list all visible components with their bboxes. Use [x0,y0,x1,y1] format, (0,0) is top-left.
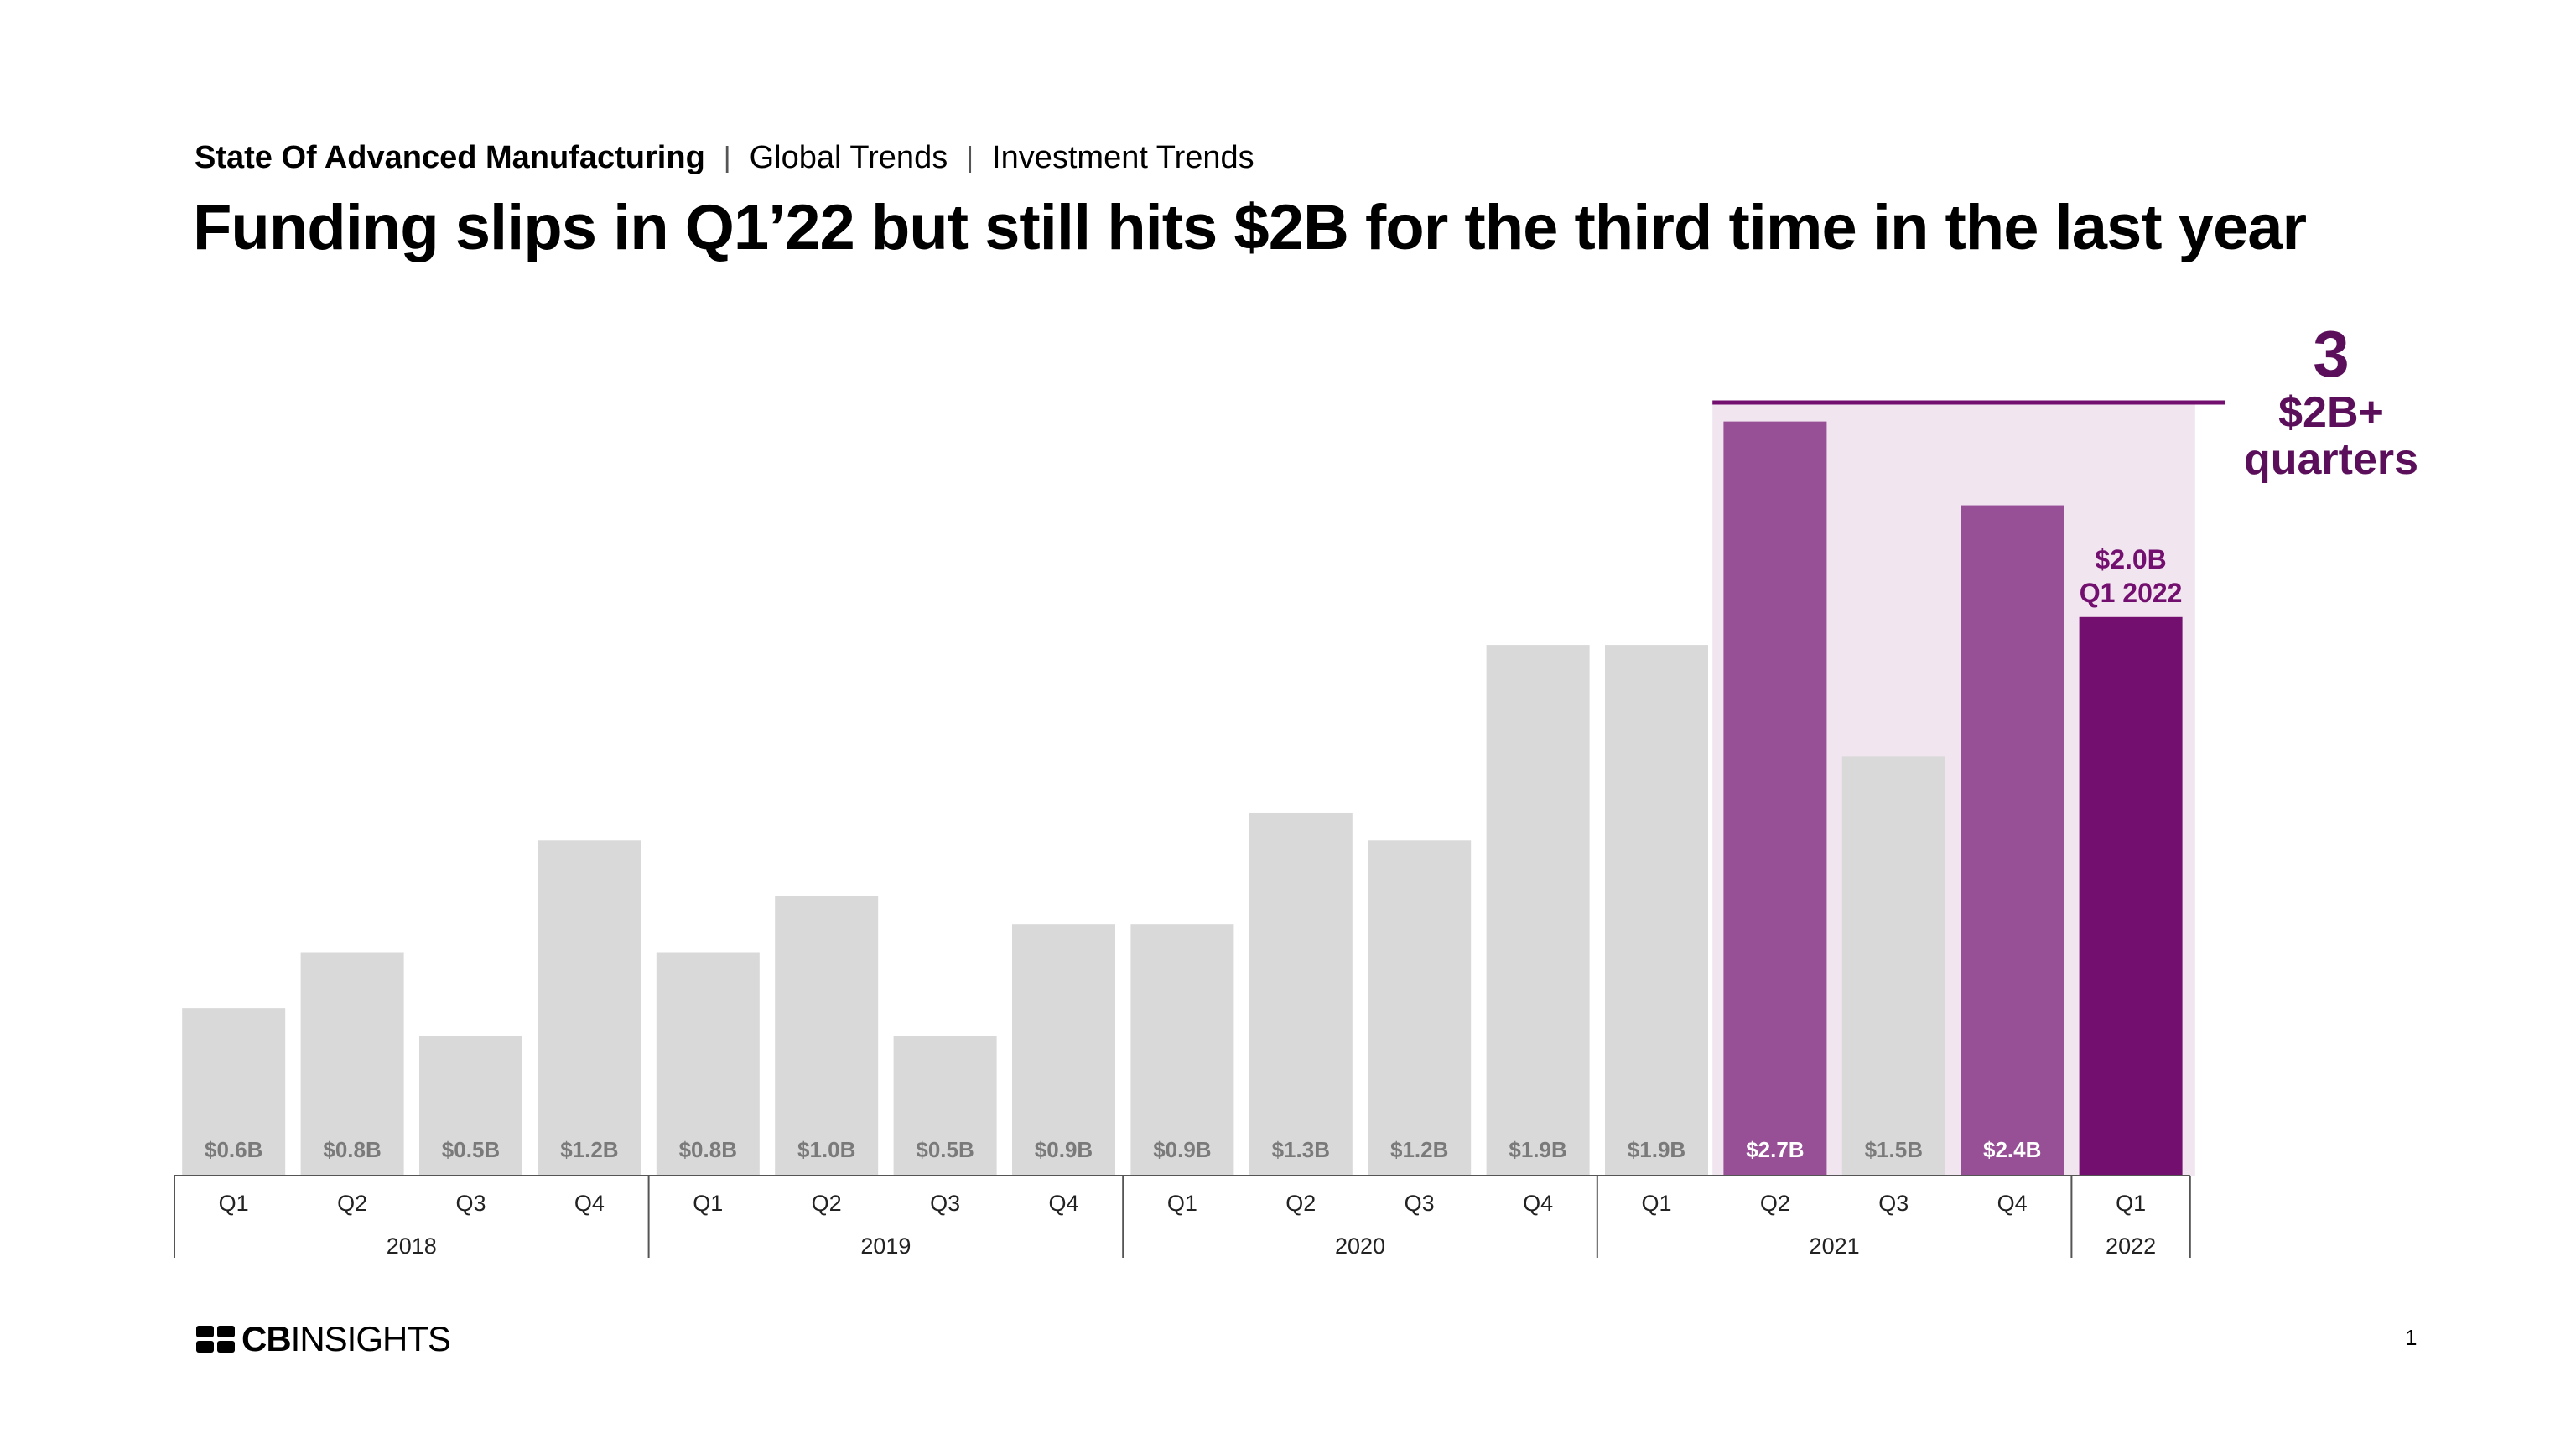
breadcrumb-subsection: Investment Trends [992,139,1254,175]
page-title: Funding slips in Q1’22 but still hits $2… [193,192,2307,263]
bar-2019-q4 [1012,924,1115,1176]
bar-2019-q1 [656,952,760,1176]
x-tick-label: Q4 [574,1191,605,1216]
year-label-2019: 2019 [860,1233,911,1259]
bar-value-label: $0.5B [916,1137,974,1162]
bar-value-label: $0.5B [442,1137,500,1162]
bar-2018-q3 [419,1036,522,1176]
breadcrumb-separator: | [966,141,974,174]
x-tick-label: Q4 [1997,1191,2028,1216]
bar-2021-q2 [1723,421,1827,1176]
bar-2018-q2 [300,952,404,1176]
callout-count: 3 [2313,317,2350,391]
x-tick-label: Q4 [1523,1191,1553,1216]
bar-value-label: $1.3B [1272,1137,1330,1162]
year-label-2020: 2020 [1335,1233,1385,1259]
year-label-2022: 2022 [2106,1233,2156,1259]
bar-2021-q3 [1841,756,1945,1176]
bar-2020-q4 [1486,645,1590,1176]
bar-2019-q3 [893,1036,997,1176]
breadcrumb-report: State Of Advanced Manufacturing [195,139,705,175]
bar-2018-q1 [182,1008,286,1176]
x-tick-label: Q4 [1048,1191,1078,1216]
bar-value-label: $1.9B [1509,1137,1566,1162]
bar-2022-q1 [2079,616,2183,1176]
latest-period-label: Q1 2022 [2080,578,2183,608]
breadcrumb-section: Global Trends [749,139,948,175]
breadcrumb: State Of Advanced Manufacturing | Global… [195,134,1254,181]
x-tick-label: Q3 [930,1191,960,1216]
bar-value-label: $0.6B [205,1137,262,1162]
bar-value-label: $1.5B [1865,1137,1923,1162]
bar-value-label: $1.9B [1628,1137,1685,1162]
logo-text-insights: INSIGHTS [290,1319,451,1358]
bar-2021-q1 [1605,645,1708,1176]
logo-text-cb: CB [242,1319,292,1358]
callout-line1: $2B+ [2278,388,2384,437]
bar-2019-q2 [775,896,879,1176]
x-tick-label: Q3 [1405,1191,1435,1216]
x-tick-label: Q1 [2116,1191,2146,1216]
bar-value-label: $2.4B [1983,1137,2041,1162]
x-tick-label: Q2 [1760,1191,1790,1216]
callout-2b-quarters: 3 $2B+ quarters [2231,319,2432,483]
cb-logo-mark-icon [196,1326,235,1353]
x-tick-label: Q1 [693,1191,723,1216]
bar-value-label: $0.9B [1153,1137,1211,1162]
latest-value-label: $2.0B [2095,544,2166,574]
x-tick-label: Q2 [337,1191,367,1216]
x-tick-label: Q1 [1641,1191,1671,1216]
bar-value-label: $0.8B [323,1137,381,1162]
x-tick-label: Q2 [1285,1191,1316,1216]
bar-value-label: $1.2B [1390,1137,1448,1162]
x-tick-label: Q2 [812,1191,842,1216]
x-tick-label: Q3 [1878,1191,1909,1216]
page-number: 1 [2405,1325,2418,1350]
bar-2020-q3 [1368,840,1472,1176]
x-tick-label: Q3 [455,1191,486,1216]
x-tick-label: Q1 [1167,1191,1197,1216]
year-label-2021: 2021 [1810,1233,1860,1259]
bar-value-label: $2.7B [1746,1137,1804,1162]
bar-value-label: $1.0B [797,1137,855,1162]
bar-value-label: $0.8B [679,1137,737,1162]
bar-2021-q4 [1961,505,2064,1176]
x-tick-label: Q1 [219,1191,249,1216]
bar-2020-q1 [1130,924,1234,1176]
bar-value-label: $0.9B [1035,1137,1093,1162]
callout-line2: quarters [2243,435,2419,484]
bar-value-label: $1.2B [560,1137,618,1162]
cb-insights-logo: CB INSIGHTS [196,1318,451,1360]
year-label-2018: 2018 [387,1233,437,1259]
bar-2020-q2 [1249,812,1353,1176]
breadcrumb-separator: | [723,141,731,174]
bar-2018-q4 [538,840,641,1176]
